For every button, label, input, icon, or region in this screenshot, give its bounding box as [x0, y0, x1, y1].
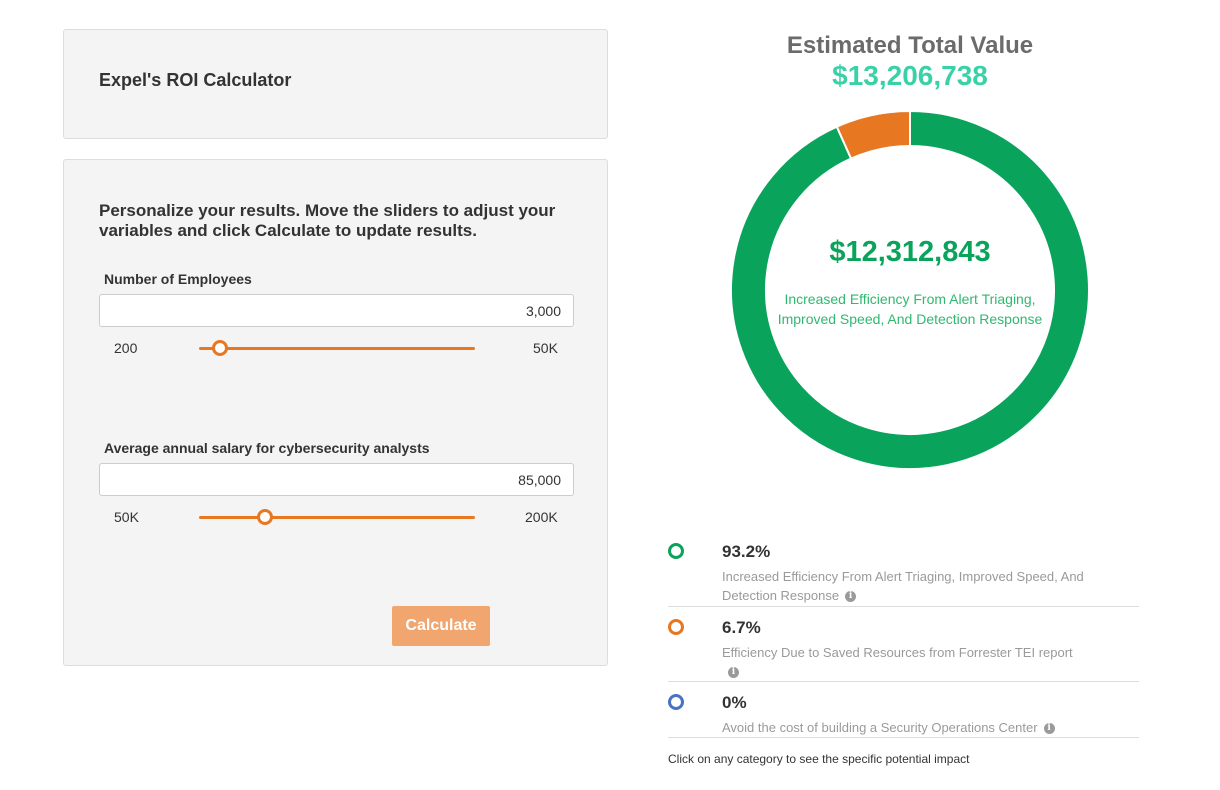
- footnote: Click on any category to see the specifi…: [668, 752, 970, 766]
- legend-item[interactable]: 6.7% Efficiency Due to Saved Resources f…: [668, 614, 1139, 682]
- employees-slider-thumb[interactable]: [211, 340, 228, 356]
- salary-max-label: 200K: [525, 509, 558, 525]
- results-title: Estimated Total Value: [786, 32, 1034, 59]
- donut-center-label: Increased Efficiency From Alert Triaging…: [777, 291, 1043, 327]
- legend-percentage: 93.2%: [722, 542, 771, 561]
- salary-input[interactable]: [99, 463, 574, 496]
- legend-description-text: Efficiency Due to Saved Resources from F…: [722, 645, 1073, 660]
- legend-description: Efficiency Due to Saved Resources from F…: [722, 643, 1102, 681]
- donut-center-value: $12,312,843: [829, 236, 991, 268]
- salary-slider-thumb[interactable]: [257, 509, 274, 525]
- salary-slider[interactable]: [199, 509, 475, 525]
- intro-text: Personalize your results. Move the slide…: [99, 201, 556, 240]
- legend-marker-icon: [668, 543, 684, 559]
- legend-percentage: 6.7%: [722, 618, 761, 637]
- employees-label: Number of Employees: [104, 271, 252, 287]
- employees-max-label: 50K: [533, 340, 558, 356]
- info-icon[interactable]: i: [1043, 723, 1055, 735]
- info-icon[interactable]: i: [728, 667, 739, 679]
- employees-min-label: 200: [114, 340, 138, 356]
- info-icon[interactable]: i: [845, 591, 857, 603]
- total-value: $13,206,738: [832, 60, 988, 91]
- calculator-title-panel: Expel's ROI Calculator: [63, 29, 608, 139]
- employees-slider[interactable]: [199, 340, 475, 356]
- legend-marker-icon: [668, 694, 684, 710]
- calculator-title: Expel's ROI Calculator: [99, 70, 292, 90]
- legend-percentage: 0%: [722, 693, 747, 712]
- calculate-button[interactable]: Calculate: [392, 606, 490, 646]
- donut-chart[interactable]: [730, 110, 1090, 470]
- legend-item[interactable]: 93.2% Increased Efficiency From Alert Tr…: [668, 538, 1139, 607]
- legend-item[interactable]: 0% Avoid the cost of building a Security…: [668, 689, 1139, 738]
- legend-description-text: Avoid the cost of building a Security Op…: [722, 720, 1038, 735]
- employees-input[interactable]: [99, 294, 574, 327]
- salary-label: Average annual salary for cybersecurity …: [104, 440, 430, 456]
- legend-description: Avoid the cost of building a Security Op…: [722, 718, 1102, 737]
- calculator-form-panel: Personalize your results. Move the slide…: [63, 159, 608, 666]
- legend-description-text: Increased Efficiency From Alert Triaging…: [722, 569, 1084, 603]
- salary-min-label: 50K: [114, 509, 139, 525]
- legend-marker-icon: [668, 619, 684, 635]
- legend-description: Increased Efficiency From Alert Triaging…: [722, 567, 1102, 605]
- donut-slice[interactable]: [835, 110, 911, 160]
- donut-slice[interactable]: [730, 110, 1090, 470]
